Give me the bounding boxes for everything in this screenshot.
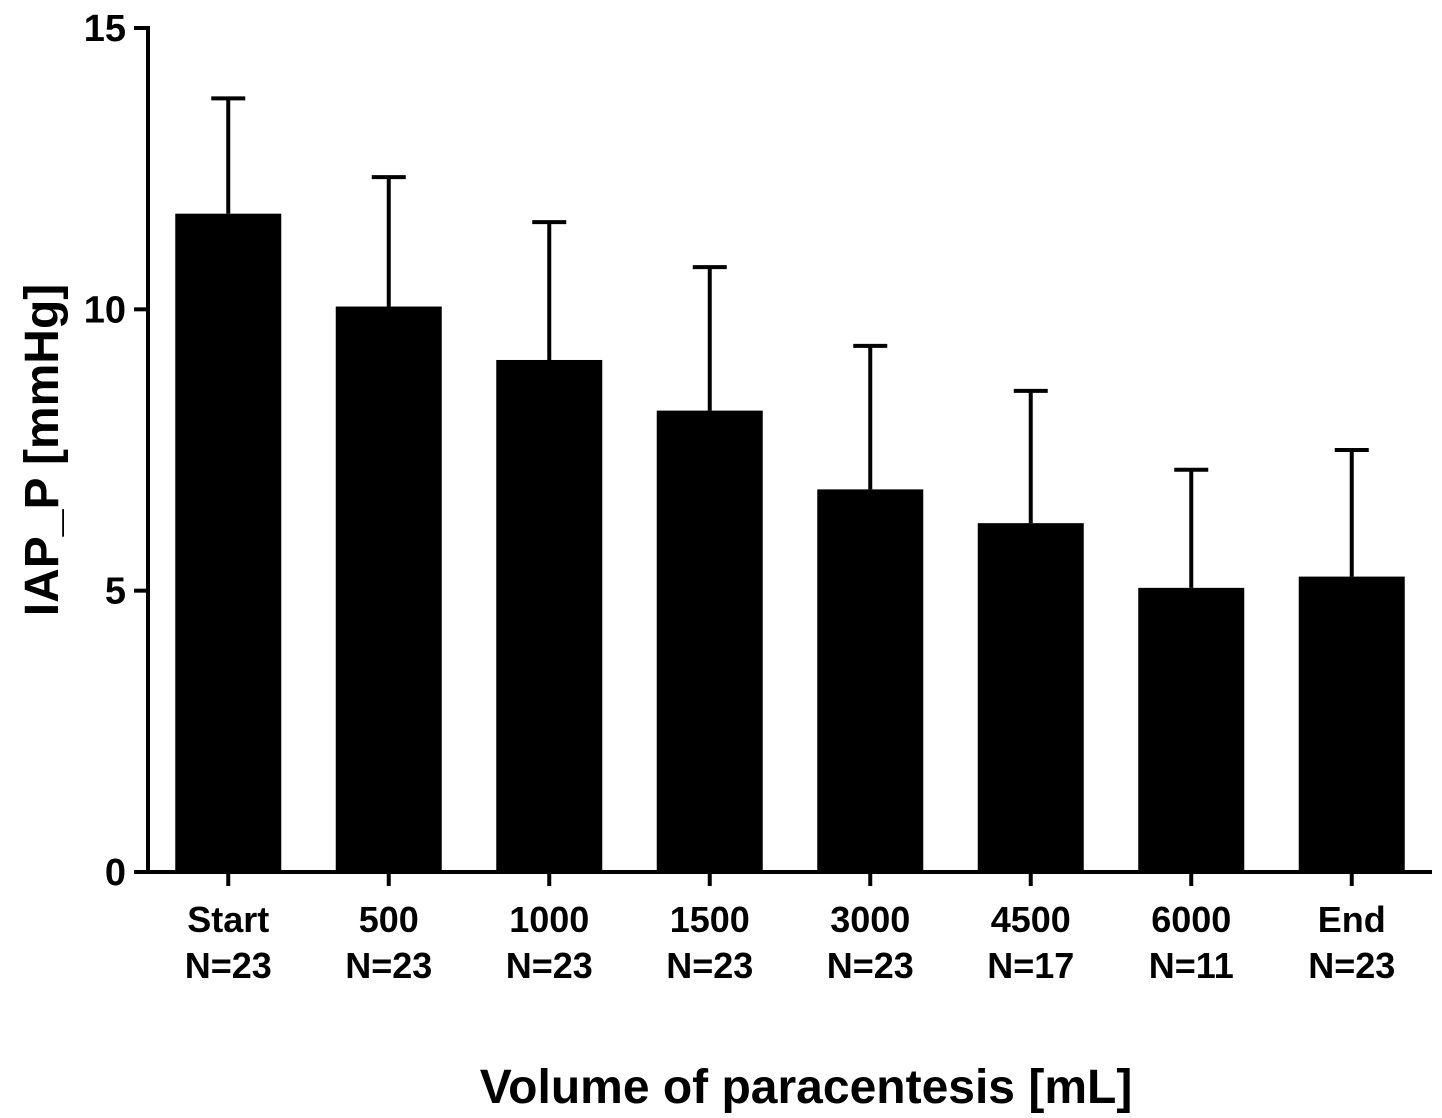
n-label: N=23: [1308, 945, 1395, 986]
bar-500: [335, 306, 442, 872]
y-tick-label: 0: [105, 852, 126, 894]
n-label: N=23: [185, 945, 272, 986]
n-label: N=23: [666, 945, 753, 986]
bar-start: [175, 213, 282, 872]
labels-layer: Start N=23 500 N=23 1000 N=23 1500 N=23 3000 N=23…: [84, 8, 1396, 986]
y-tick-label: 15: [84, 8, 126, 50]
bar-4500: [977, 523, 1084, 872]
bar-1500: [656, 410, 763, 872]
x-tick-label: End: [1318, 899, 1386, 940]
x-tick-label: 6000: [1151, 899, 1231, 940]
n-label: N=11: [1149, 945, 1234, 986]
x-tick-label: 4500: [991, 899, 1071, 940]
bar-1000: [496, 359, 603, 872]
y-axis-title: IAP_P [mmHg]: [16, 284, 69, 617]
n-label: N=17: [987, 945, 1074, 986]
x-axis-title: Volume of paracentesis [mL]: [480, 1061, 1133, 1114]
x-tick-label: 3000: [830, 899, 910, 940]
x-tick-label: 1500: [670, 899, 750, 940]
n-label: N=23: [345, 945, 432, 986]
y-tick-label: 5: [105, 571, 126, 613]
axes-layer: [134, 26, 1432, 886]
bar-6000: [1138, 587, 1245, 872]
x-tick-label: 500: [359, 899, 419, 940]
y-tick-label: 10: [84, 289, 126, 331]
bars-layer: [175, 96, 1405, 872]
n-label: N=23: [506, 945, 593, 986]
bar-end: [1298, 576, 1405, 872]
x-tick-label: 1000: [509, 899, 589, 940]
n-label: N=23: [827, 945, 914, 986]
bar-3000: [817, 489, 924, 872]
x-tick-label: Start: [187, 899, 269, 940]
